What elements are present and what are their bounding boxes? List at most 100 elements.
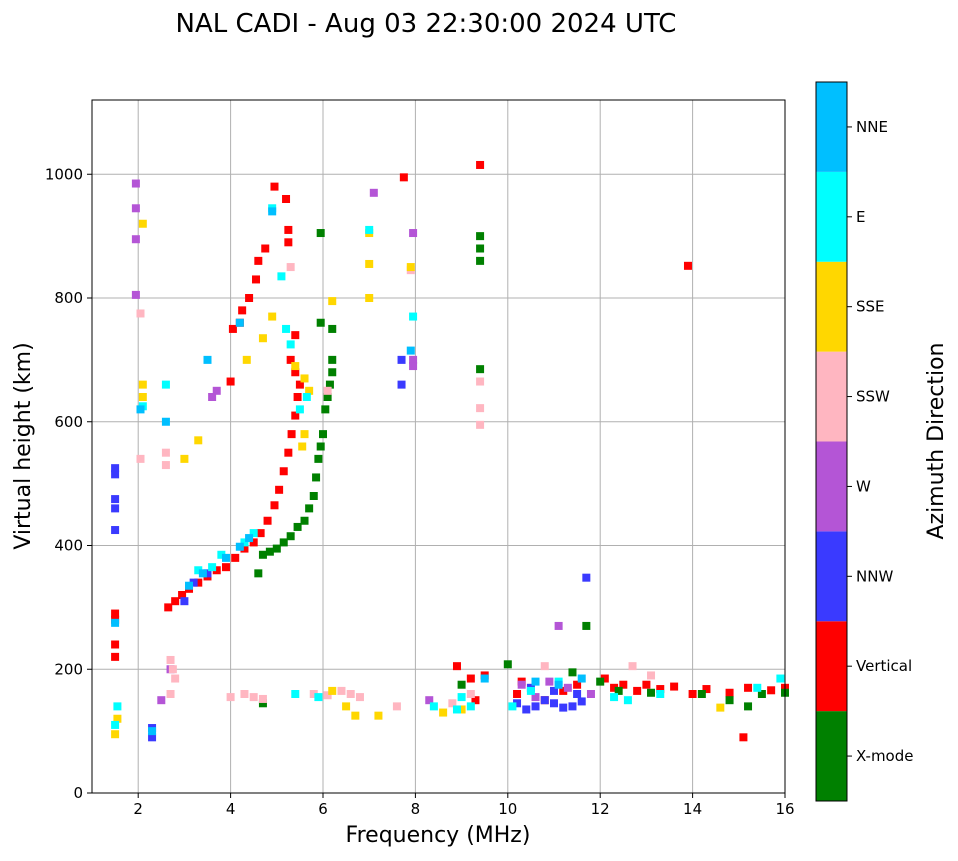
data-point — [138, 380, 147, 389]
data-point — [471, 696, 480, 705]
data-point — [284, 238, 293, 247]
data-point — [346, 690, 355, 698]
data-point — [656, 685, 665, 694]
data-point — [286, 355, 295, 364]
data-point — [683, 261, 692, 270]
data-point — [545, 677, 554, 686]
data-point — [111, 730, 120, 739]
data-point — [328, 686, 337, 695]
data-point — [397, 355, 406, 364]
data-point — [369, 188, 378, 197]
data-point — [508, 702, 517, 711]
data-point — [776, 674, 785, 683]
data-point — [319, 430, 327, 439]
data-point — [670, 682, 679, 691]
data-point — [249, 529, 258, 538]
y-tick-label: 1000 — [45, 165, 83, 183]
data-point — [189, 578, 198, 587]
data-point — [610, 693, 619, 702]
data-point — [559, 703, 568, 712]
data-point — [136, 309, 145, 318]
colorbar-frame — [815, 81, 848, 802]
data-point — [111, 526, 120, 535]
data-point — [300, 516, 309, 525]
data-point — [409, 229, 418, 238]
data-point — [111, 652, 120, 661]
x-axis-label: Frequency (MHz) — [346, 823, 531, 848]
data-point — [554, 621, 563, 630]
series-sse — [111, 219, 725, 739]
y-tick-label: 600 — [54, 413, 83, 431]
data-point — [111, 470, 120, 479]
data-point — [245, 534, 254, 543]
data-point — [131, 290, 140, 299]
data-point — [323, 691, 332, 700]
data-point — [300, 430, 309, 439]
data-point — [291, 411, 300, 420]
colorbar-segment — [816, 441, 847, 532]
colorbar-segment — [816, 621, 847, 712]
series-vertical — [111, 160, 789, 742]
data-point — [767, 686, 776, 695]
data-point — [397, 380, 406, 389]
data-point — [256, 529, 265, 538]
data-point — [725, 696, 734, 705]
data-point — [409, 312, 418, 321]
data-point — [312, 473, 321, 482]
data-point — [316, 318, 325, 327]
data-point — [235, 318, 244, 327]
data-point — [392, 702, 401, 711]
x-tick-label: 10 — [498, 800, 517, 818]
data-point — [642, 680, 651, 689]
data-point — [476, 256, 485, 265]
data-point — [111, 504, 120, 513]
colorbar-segment — [816, 82, 847, 172]
data-point — [203, 355, 212, 364]
data-point — [429, 702, 438, 711]
data-point — [744, 702, 753, 711]
data-point — [180, 597, 189, 606]
data-point — [212, 386, 221, 395]
data-point — [610, 683, 619, 692]
data-point — [161, 417, 170, 426]
data-point — [321, 405, 330, 414]
data-point — [757, 690, 766, 698]
data-point — [342, 702, 351, 711]
data-point — [452, 662, 461, 671]
data-point — [568, 668, 577, 677]
data-point — [476, 232, 485, 241]
data-point — [226, 377, 235, 386]
data-point — [316, 442, 325, 451]
colorbar-label: Azimuth Direction — [924, 342, 949, 539]
data-point — [221, 563, 230, 572]
data-point — [295, 405, 304, 414]
x-tick-label: 14 — [683, 800, 702, 818]
data-point — [198, 569, 207, 578]
y-tick-label: 800 — [54, 289, 83, 307]
x-tick-label: 8 — [411, 800, 421, 818]
data-point — [277, 272, 286, 281]
data-point — [275, 485, 284, 494]
colorbar-tick-label: Vertical — [856, 657, 912, 675]
data-point — [550, 699, 558, 708]
data-point — [328, 355, 337, 364]
grid-lines — [92, 100, 786, 794]
data-point — [406, 263, 415, 272]
data-point — [138, 393, 147, 401]
data-point — [131, 179, 140, 188]
data-point — [513, 690, 522, 698]
data-point — [282, 324, 291, 333]
data-point — [282, 195, 291, 203]
chart-title: NAL CADI - Aug 03 22:30:00 2024 UTC — [176, 9, 677, 39]
plot-frame — [91, 99, 786, 794]
data-point — [697, 690, 706, 698]
data-point — [161, 380, 170, 389]
data-point — [328, 324, 337, 333]
data-point — [582, 573, 591, 582]
data-point — [409, 355, 418, 364]
data-point — [138, 219, 147, 228]
data-point — [503, 660, 512, 669]
data-point — [221, 553, 230, 562]
